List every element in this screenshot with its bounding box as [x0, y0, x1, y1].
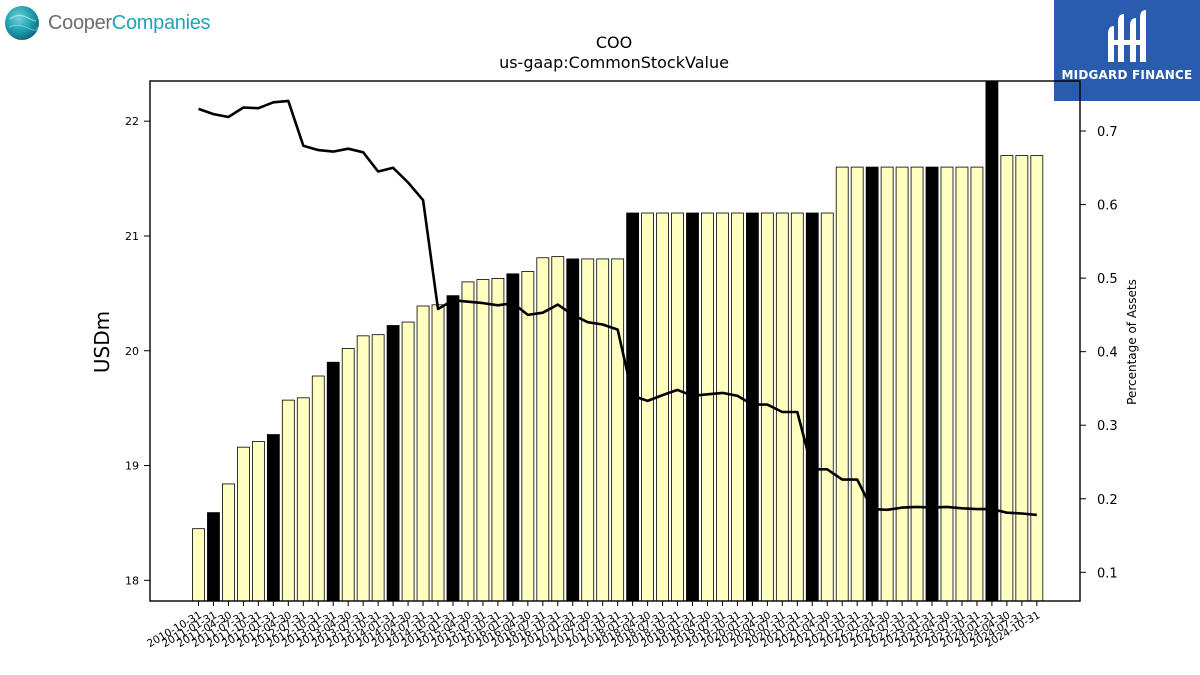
line-path — [198, 99, 1037, 517]
bar — [701, 212, 714, 602]
bar — [476, 279, 490, 602]
bar — [626, 212, 640, 602]
bar — [401, 321, 415, 602]
x-axis: 2010-10-312011-01-312011-04-302011-07-31… — [145, 601, 1042, 650]
bar — [222, 483, 235, 602]
bar — [341, 348, 355, 602]
bar — [356, 335, 370, 602]
y2-tick-label: 0.1 — [1097, 566, 1118, 581]
plot-frame — [149, 80, 1081, 602]
bar — [955, 166, 969, 602]
bar — [716, 212, 729, 602]
bar — [521, 271, 535, 602]
y2-axis-label: Percentage of Assets — [1125, 279, 1139, 405]
bar — [925, 166, 939, 602]
cooper-companies-logo: Cooper Companies — [4, 4, 211, 42]
bar — [251, 441, 265, 602]
midgard-finance-logo: MIDGARD FINANCE — [1054, 0, 1200, 101]
bar — [491, 278, 505, 602]
bar — [207, 512, 220, 602]
y2-tick-label: 0.6 — [1097, 199, 1118, 214]
bar — [566, 258, 580, 602]
y2-tick-label: 0.4 — [1097, 346, 1118, 361]
bar — [775, 212, 789, 602]
bar — [805, 212, 819, 602]
bar — [835, 166, 849, 602]
bar — [985, 80, 999, 602]
y2-tick-label: 0.7 — [1097, 125, 1118, 140]
bar — [1030, 155, 1044, 602]
y-axis-label: USDm — [90, 311, 114, 373]
bar — [940, 166, 954, 602]
bar — [461, 281, 475, 602]
bar — [656, 212, 669, 602]
y-tick-label: 19 — [125, 460, 139, 473]
bar — [281, 399, 295, 602]
midgard-mark-icon — [1108, 10, 1146, 62]
y-tick-label: 18 — [125, 574, 139, 587]
chart-title: COO — [596, 33, 632, 52]
bar — [731, 212, 744, 602]
bar — [790, 212, 804, 602]
bar — [745, 212, 759, 602]
bar — [192, 528, 205, 602]
bar — [880, 166, 894, 602]
bar — [895, 166, 909, 602]
bar — [865, 166, 879, 602]
brand-name: MIDGARD FINANCE — [1061, 68, 1193, 82]
bar — [850, 166, 864, 602]
bar — [611, 258, 625, 602]
y-tick-label: 21 — [125, 230, 139, 243]
logo-word-cooper: Cooper — [48, 11, 112, 34]
bar — [371, 334, 385, 602]
bar — [237, 446, 250, 602]
chart-subtitle: us-gaap:CommonStockValue — [499, 53, 729, 72]
bar — [1000, 155, 1014, 602]
bar — [416, 305, 430, 602]
bar — [641, 212, 654, 602]
bar — [326, 361, 340, 602]
line-series — [198, 99, 1037, 517]
bar — [431, 304, 445, 602]
bar — [686, 212, 699, 602]
y-axis-right: 0.1 0.2 0.3 0.4 0.5 0.6 0.7 — [1080, 125, 1118, 581]
bar — [1015, 155, 1029, 602]
bar — [596, 258, 610, 602]
bar-series — [192, 80, 1044, 602]
bar — [581, 258, 595, 602]
bar — [266, 434, 280, 602]
y2-tick-label: 0.5 — [1097, 272, 1118, 287]
bar — [910, 166, 924, 602]
globe-icon — [5, 6, 39, 40]
y-tick-label: 22 — [125, 115, 139, 128]
y-tick-label: 20 — [125, 345, 139, 358]
bar — [970, 166, 984, 602]
y2-tick-label: 0.2 — [1097, 493, 1118, 508]
bar — [296, 397, 310, 602]
bar — [671, 212, 684, 602]
bar — [820, 212, 834, 602]
bar — [446, 295, 460, 602]
bar — [311, 375, 325, 602]
bar — [386, 325, 400, 602]
logo-word-companies: Companies — [111, 11, 211, 34]
bar — [506, 273, 520, 602]
y-axis-left: 18 19 20 21 22 — [125, 115, 150, 587]
y2-tick-label: 0.3 — [1097, 419, 1118, 434]
